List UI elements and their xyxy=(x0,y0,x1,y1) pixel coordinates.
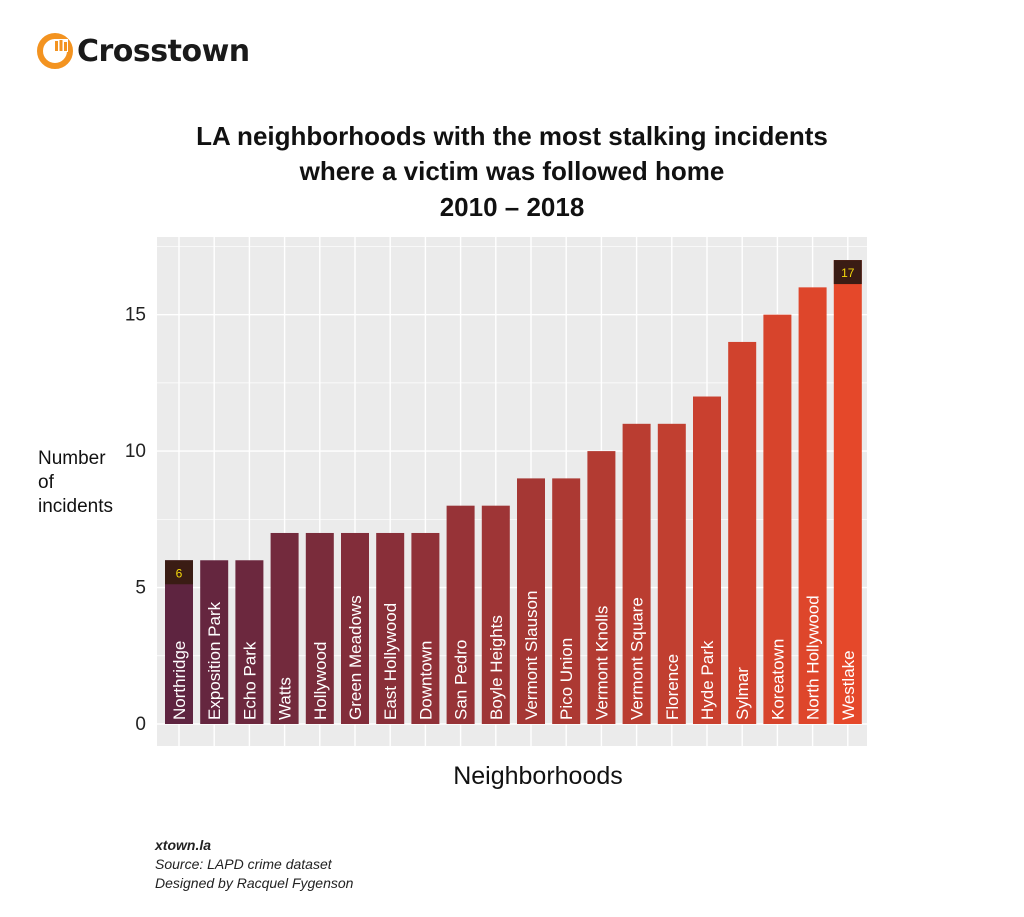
bar-category-label: Northridge xyxy=(170,641,189,720)
bar-category-label: Sylmar xyxy=(733,667,752,720)
bar-category-label: North Hollywood xyxy=(804,595,823,720)
y-axis-label-line-1: Number xyxy=(38,448,106,469)
brand-name: Crosstown xyxy=(77,33,250,69)
bar xyxy=(798,287,827,724)
crosstown-logo-icon xyxy=(37,33,73,69)
bar-category-label: Westlake xyxy=(839,650,858,720)
footer-source: Source: LAPD crime dataset xyxy=(155,856,332,872)
y-tick-label: 0 xyxy=(135,714,146,735)
bar xyxy=(481,505,510,724)
bar-category-label: San Pedro xyxy=(452,640,471,720)
bar-category-label: Pico Union xyxy=(557,638,576,720)
bar xyxy=(411,532,440,724)
bar-category-label: Green Meadows xyxy=(346,595,365,720)
y-axis-label-line-2: of xyxy=(38,472,54,493)
bar-category-label: Exposition Park xyxy=(205,601,224,720)
bar-category-label: Vermont Knolls xyxy=(592,606,611,720)
bar-category-label: Downtown xyxy=(416,641,435,720)
y-axis-label: Number of incidents xyxy=(38,447,113,519)
y-tick-label: 15 xyxy=(125,305,146,326)
plot-panel xyxy=(157,237,867,746)
chart-title-line-1: LA neighborhoods with the most stalking … xyxy=(196,121,828,151)
bar-category-label: Florence xyxy=(663,654,682,720)
y-axis-label-line-3: incidents xyxy=(38,496,113,517)
bar-category-label: Boyle Heights xyxy=(487,615,506,720)
bar xyxy=(200,560,229,724)
bar xyxy=(552,478,581,724)
value-annotation-box xyxy=(165,560,193,585)
y-tick-label: 5 xyxy=(135,578,146,599)
x-axis-label: Neighborhoods xyxy=(453,762,623,790)
bar xyxy=(763,314,792,724)
bar xyxy=(235,560,264,724)
bar xyxy=(446,505,475,724)
bar xyxy=(165,560,193,724)
bar-category-label: Koreatown xyxy=(768,639,787,720)
bar xyxy=(833,260,862,724)
y-tick-label: 10 xyxy=(125,441,146,462)
footer-site[interactable]: xtown.la xyxy=(155,837,212,853)
value-annotation-box xyxy=(833,260,862,285)
bar xyxy=(693,396,721,724)
footer-credit: Designed by Racquel Fygenson xyxy=(155,875,354,891)
bar-category-label: Hollywood xyxy=(311,642,330,720)
bar xyxy=(305,532,334,724)
bar-category-label: East Hollywood xyxy=(381,603,400,720)
bar xyxy=(587,451,616,724)
value-annotation-label: 17 xyxy=(841,266,855,280)
bar-category-label: Hyde Park xyxy=(698,640,717,720)
bar xyxy=(517,478,545,724)
bar-category-label: Watts xyxy=(276,677,295,720)
value-annotation-label: 6 xyxy=(176,566,183,580)
chart-title-line-2: where a victim was followed home xyxy=(299,156,725,186)
bar-category-label: Vermont Square xyxy=(628,597,647,720)
bar-category-label: Vermont Slauson xyxy=(522,591,541,720)
chart-title-line-3: 2010 – 2018 xyxy=(439,192,585,222)
bar xyxy=(270,532,299,724)
bar xyxy=(622,423,651,724)
bar xyxy=(376,532,405,724)
bar-category-label: Echo Park xyxy=(240,641,259,720)
bar xyxy=(341,532,369,724)
crosstown-logo: Crosstown xyxy=(37,33,250,69)
bar xyxy=(728,341,757,724)
bar xyxy=(657,423,686,724)
